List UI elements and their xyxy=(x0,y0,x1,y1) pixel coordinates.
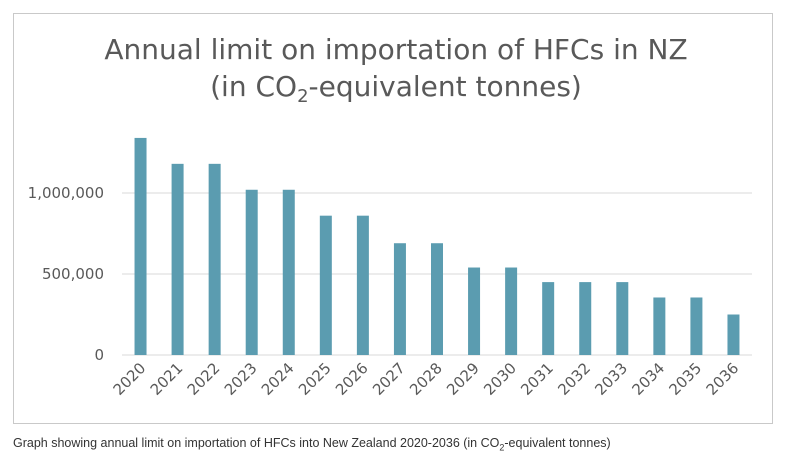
x-tick-label: 2036 xyxy=(703,359,743,399)
chart-title-line1: Annual limit on importation of HFCs in N… xyxy=(104,33,687,66)
y-tick-label: 1,000,000 xyxy=(28,184,104,202)
x-tick-label: 2035 xyxy=(666,359,706,399)
bar-2022 xyxy=(208,163,221,355)
bar-2032 xyxy=(579,282,592,355)
y-tick-label: 0 xyxy=(94,346,104,364)
bar-2027 xyxy=(393,243,406,355)
bar-2029 xyxy=(468,267,481,355)
caption-suffix: -equivalent tonnes) xyxy=(504,436,611,450)
bar-2023 xyxy=(245,189,258,355)
chart-title-line2-suffix: -equivalent tonnes) xyxy=(309,70,582,103)
x-tick-label: 2029 xyxy=(443,359,483,399)
y-tick-label: 500,000 xyxy=(42,265,104,283)
x-tick-label: 2030 xyxy=(480,359,520,399)
bar-2030 xyxy=(505,267,518,355)
x-tick-label: 2032 xyxy=(554,359,594,399)
x-tick-label: 2021 xyxy=(147,359,187,399)
x-tick-label: 2031 xyxy=(517,359,557,399)
bars xyxy=(134,137,740,355)
x-tick-label: 2027 xyxy=(369,359,409,399)
x-tick-label: 2022 xyxy=(184,359,224,399)
bar-2020 xyxy=(134,137,147,355)
x-tick-label: 2024 xyxy=(258,359,298,399)
chart-title-line2-sub: 2 xyxy=(297,86,308,107)
x-axis-ticks: 2020202120222023202420252026202720282029… xyxy=(110,359,743,399)
bar-2024 xyxy=(282,189,295,355)
bar-2031 xyxy=(542,282,555,355)
caption-prefix: Graph showing annual limit on importatio… xyxy=(13,436,500,450)
bar-2021 xyxy=(171,163,184,355)
bar-2025 xyxy=(319,215,332,355)
x-tick-label: 2033 xyxy=(591,359,631,399)
chart-title-line2: (in CO2-equivalent tonnes) xyxy=(210,70,582,107)
x-tick-label: 2020 xyxy=(110,359,150,399)
chart-title-line2-prefix: (in CO xyxy=(210,70,297,103)
bar-2034 xyxy=(653,297,666,355)
x-tick-label: 2034 xyxy=(628,359,668,399)
bar-2036 xyxy=(727,314,740,355)
bar-2035 xyxy=(690,297,703,355)
x-tick-label: 2026 xyxy=(332,359,372,399)
bar-2026 xyxy=(356,215,369,355)
bar-2033 xyxy=(616,282,629,355)
x-tick-label: 2028 xyxy=(406,359,446,399)
y-axis-ticks: 0 500,000 1,000,000 xyxy=(28,184,104,364)
caption-sub: 2 xyxy=(499,442,505,453)
x-tick-label: 2023 xyxy=(221,359,261,399)
bar-2028 xyxy=(431,243,443,355)
figure-caption: Graph showing annual limit on importatio… xyxy=(13,436,611,453)
x-tick-label: 2025 xyxy=(295,359,335,399)
